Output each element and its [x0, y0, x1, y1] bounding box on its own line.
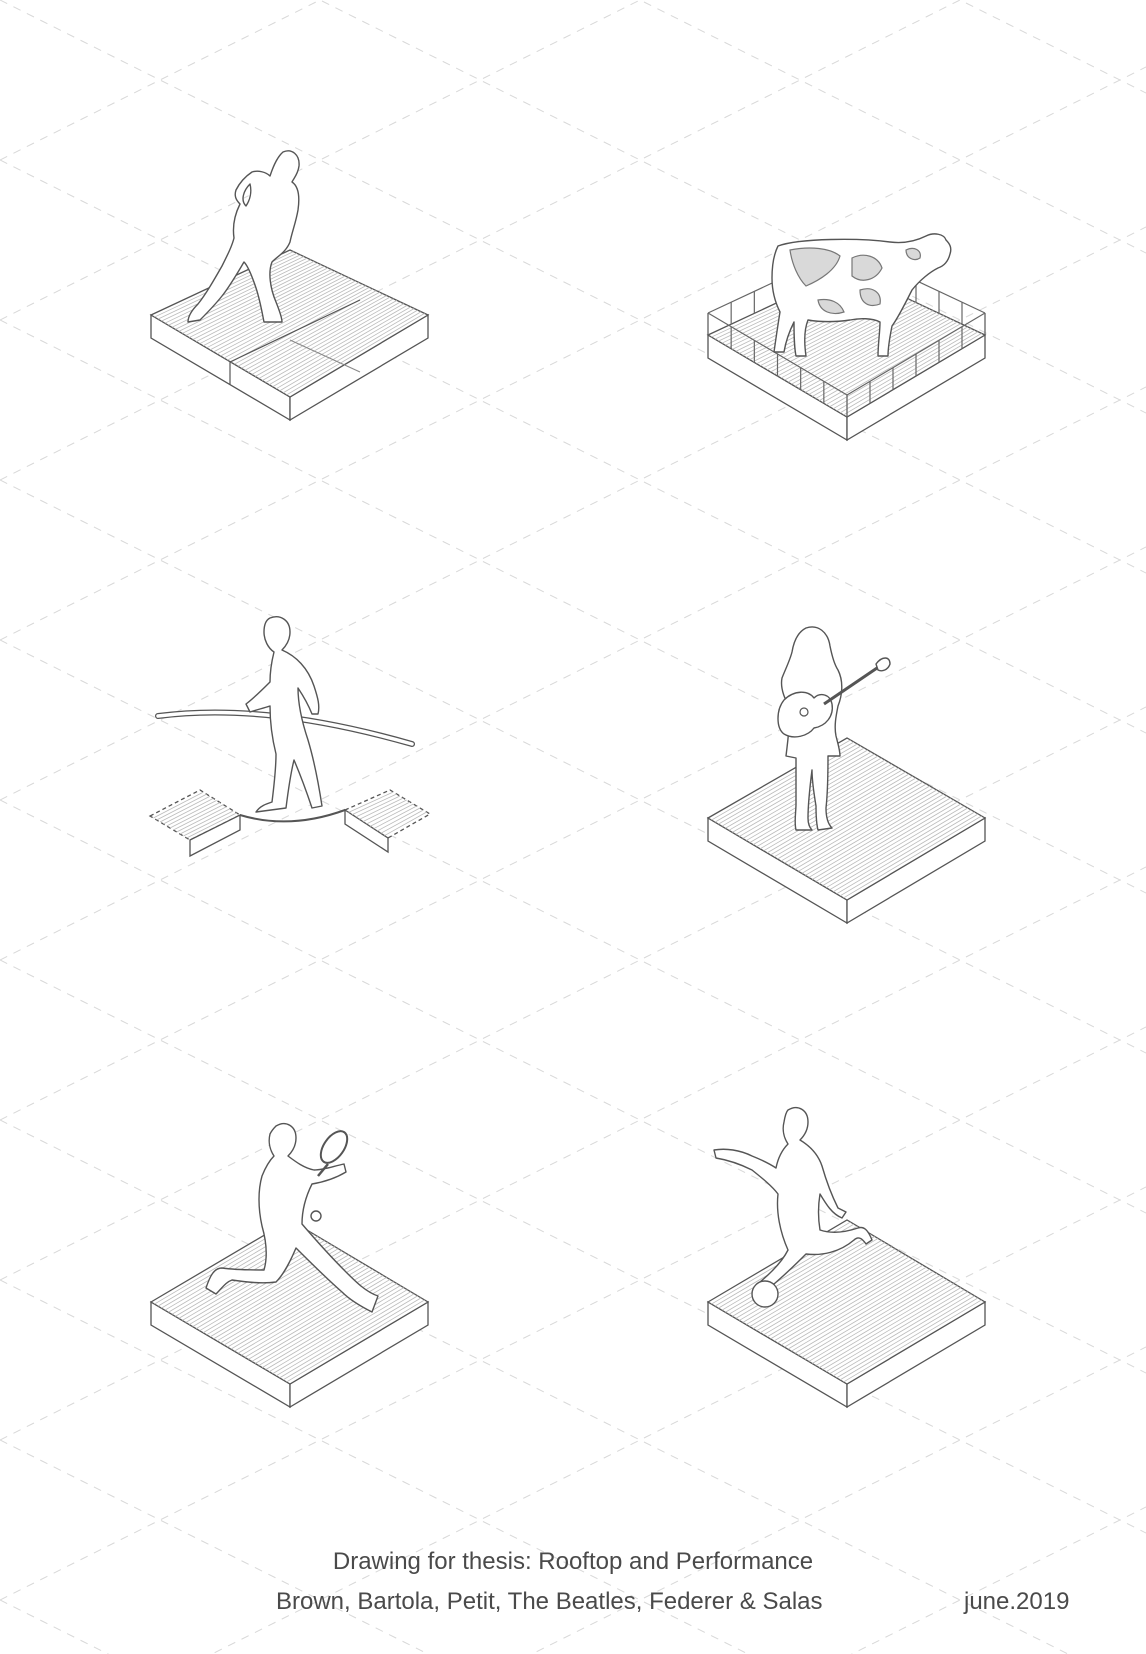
vignette-guitarist	[706, 626, 987, 925]
platform-stepped	[149, 249, 430, 422]
tightrope-line	[239, 809, 346, 823]
standing-figure-silhouette	[187, 150, 300, 323]
football-player-silhouette	[713, 1106, 873, 1285]
vignette-tennis	[149, 1122, 430, 1409]
football-ball	[751, 1280, 779, 1308]
vignette-standing-figure	[149, 150, 430, 422]
tightrope-walker-silhouette	[245, 616, 323, 813]
platform-tightrope-right	[343, 789, 432, 854]
tennis-ball	[310, 1210, 322, 1222]
vignette-cow	[706, 233, 987, 442]
tennis-racket	[319, 1130, 349, 1164]
guitar-neck	[823, 664, 881, 706]
guitar-shape	[777, 691, 833, 738]
vignette-tightrope	[148, 616, 432, 858]
drawing-credits: Brown, Bartola, Petit, The Beatles, Fede…	[276, 1588, 823, 1615]
platform-guitarist	[706, 737, 987, 925]
drawing-title: Drawing for thesis: Rooftop and Performa…	[332, 1548, 814, 1575]
vignette-football	[706, 1106, 987, 1409]
platform-tightrope-left	[148, 789, 242, 858]
guitar-headstock	[875, 657, 891, 672]
cow-spots	[789, 247, 921, 315]
drawing-date: june.2019	[964, 1588, 1070, 1615]
platform-football	[706, 1219, 987, 1409]
